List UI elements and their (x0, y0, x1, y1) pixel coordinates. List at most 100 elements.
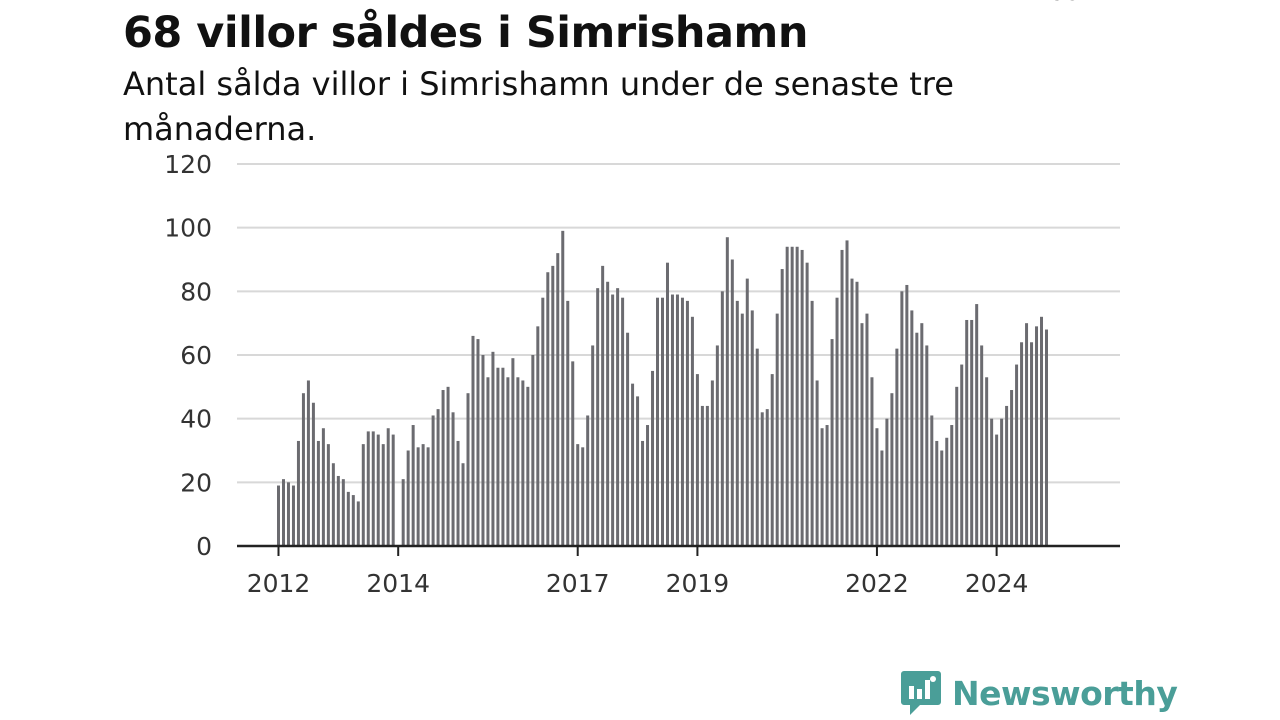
bar (636, 396, 640, 546)
bar (860, 323, 864, 546)
bar (611, 294, 615, 546)
bar (481, 355, 485, 546)
bar (1010, 390, 1014, 546)
bar (591, 345, 595, 546)
bar (880, 450, 884, 546)
bar (670, 294, 674, 546)
bar (1015, 364, 1019, 546)
bar (576, 444, 580, 546)
bar (436, 409, 440, 546)
bar (651, 370, 655, 546)
bar (995, 434, 999, 546)
y-tick-label: 120 (164, 150, 212, 179)
bar (950, 425, 954, 546)
bar (990, 418, 994, 546)
bar (306, 380, 310, 546)
chart-subtitle: Antal sålda villor i Simrishamn under de… (123, 65, 954, 148)
bar (885, 418, 889, 546)
bar (456, 440, 460, 546)
bar (391, 434, 395, 546)
bar (371, 431, 375, 546)
bar (511, 358, 515, 546)
x-tick-label: 2024 (965, 569, 1029, 598)
bar (411, 425, 415, 546)
bar (441, 390, 445, 546)
bar (895, 348, 899, 546)
bar (1030, 342, 1034, 546)
bar (755, 348, 759, 546)
bar (1005, 405, 1009, 546)
bar (900, 291, 904, 546)
bar (890, 393, 894, 546)
bar (875, 428, 879, 546)
bar (351, 495, 355, 546)
x-tick-label: 2017 (546, 569, 610, 598)
bar (326, 444, 330, 546)
bar (930, 415, 934, 546)
bar (935, 440, 939, 546)
bar (586, 415, 590, 546)
bar (601, 265, 605, 546)
bar (616, 288, 620, 546)
bar (690, 316, 694, 546)
bar (840, 249, 844, 546)
bar (541, 297, 545, 546)
bar (665, 262, 669, 546)
bar (571, 361, 575, 546)
bar (765, 409, 769, 546)
bar (366, 431, 370, 546)
bar (521, 380, 525, 546)
bar (506, 377, 510, 546)
bar (770, 374, 774, 546)
bar (960, 364, 964, 546)
bar (710, 380, 714, 546)
bar (715, 345, 719, 546)
bar (581, 447, 585, 546)
bar (311, 402, 315, 546)
bar (810, 300, 814, 546)
bar (905, 284, 909, 546)
bar (631, 383, 635, 546)
bar (1020, 342, 1024, 546)
bar (421, 444, 425, 546)
bar (416, 447, 420, 546)
bar (526, 386, 530, 546)
bar (945, 437, 949, 546)
bar (980, 345, 984, 546)
bar (985, 377, 989, 546)
x-tick-label: 2022 (845, 569, 909, 598)
bar (675, 294, 679, 546)
bar (331, 463, 335, 546)
bar (291, 485, 295, 546)
bar (730, 259, 734, 546)
bar (516, 377, 520, 546)
bar (1025, 323, 1029, 546)
bar (970, 319, 974, 546)
bar (795, 246, 799, 546)
bar (486, 377, 490, 546)
bar (735, 300, 739, 546)
bar (800, 249, 804, 546)
bar (501, 367, 505, 546)
bar (855, 281, 859, 546)
bar (321, 428, 325, 546)
bar (426, 447, 430, 546)
bar (491, 351, 495, 546)
bar (356, 501, 360, 546)
data-label: 68 (1049, 0, 1081, 6)
bar (496, 367, 500, 546)
bar (680, 297, 684, 546)
bar (835, 297, 839, 546)
bar (1040, 316, 1044, 546)
y-tick-label: 20 (180, 468, 212, 497)
bar (760, 412, 764, 546)
newsworthy-logo-icon (901, 671, 941, 715)
bar (915, 332, 919, 546)
bar (910, 310, 914, 546)
bar (641, 440, 645, 546)
bar (536, 326, 540, 546)
bar (461, 463, 465, 546)
bar (695, 374, 699, 546)
bar (740, 313, 744, 546)
bar (341, 479, 345, 546)
